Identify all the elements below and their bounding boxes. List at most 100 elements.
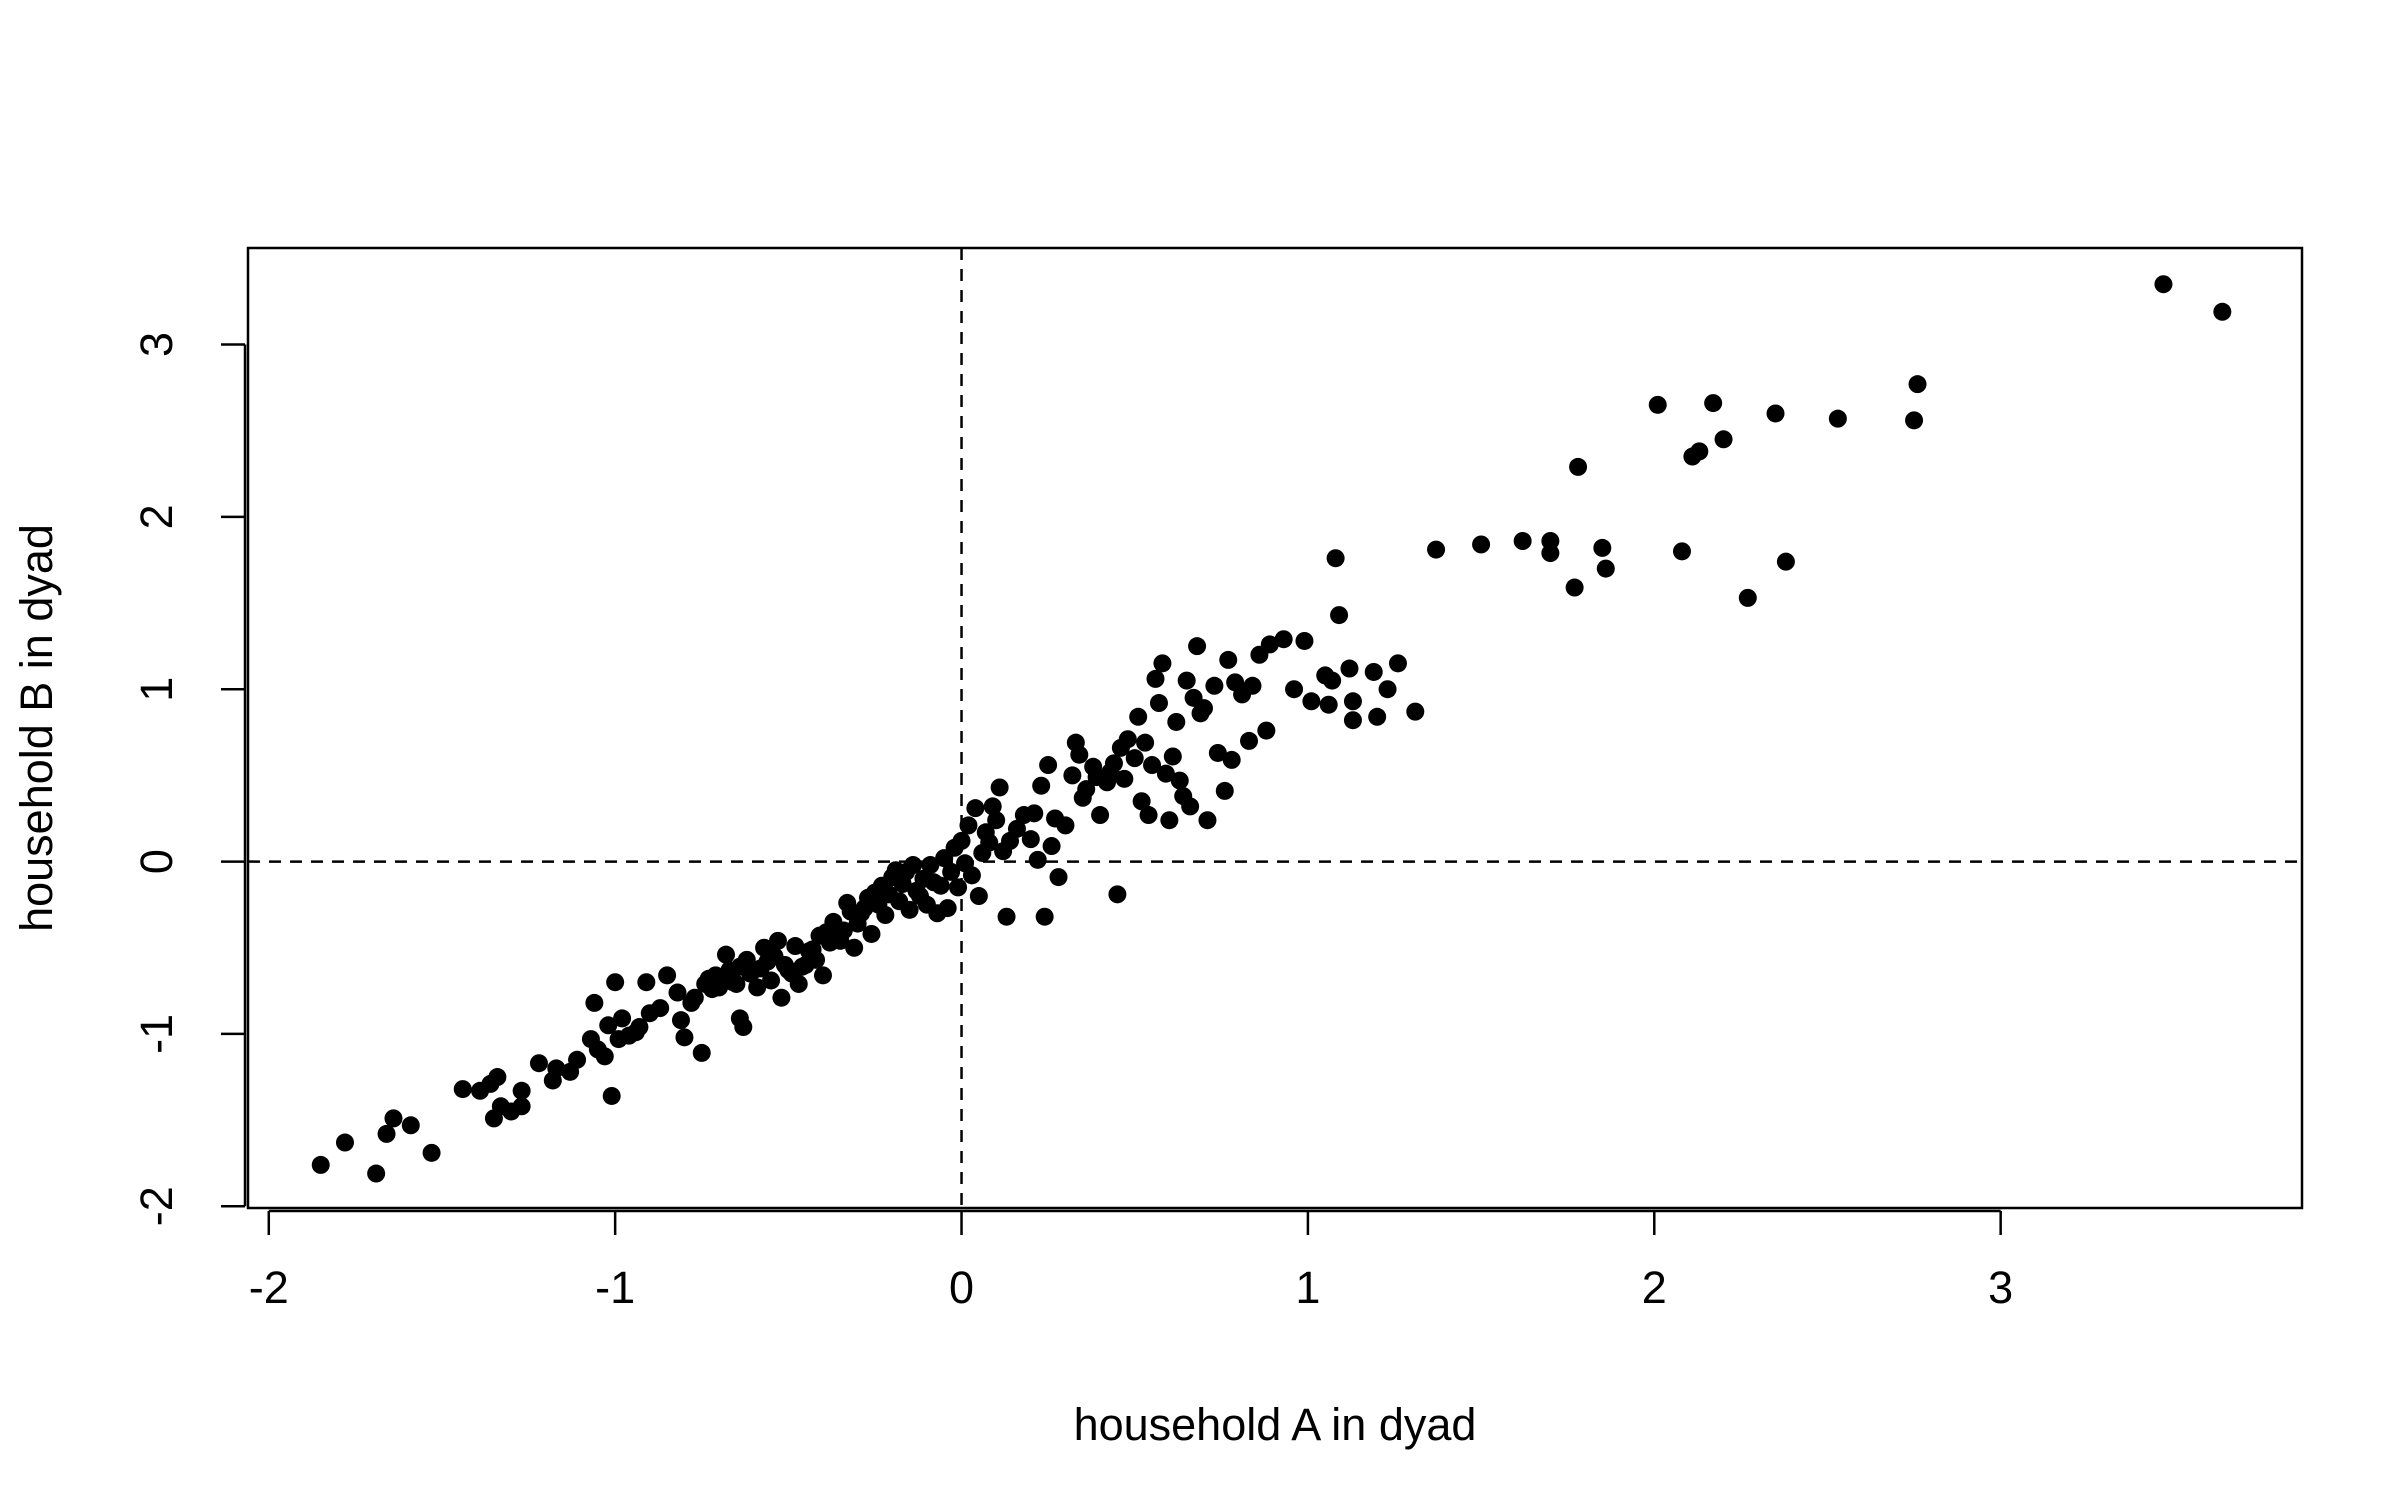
data-point	[675, 1028, 694, 1047]
data-point	[1541, 531, 1560, 550]
data-point	[1108, 885, 1127, 904]
data-point	[377, 1124, 396, 1143]
data-point	[488, 1068, 507, 1087]
data-point	[900, 900, 919, 919]
data-point	[602, 1086, 621, 1105]
data-point	[1368, 707, 1387, 726]
x-tick-label: 3	[1988, 1262, 2013, 1313]
data-point	[585, 993, 604, 1012]
data-point	[1908, 375, 1927, 394]
data-point	[772, 988, 791, 1007]
data-point	[658, 966, 677, 985]
data-point	[1326, 549, 1345, 568]
data-point	[1343, 692, 1362, 711]
data-point	[1704, 394, 1723, 413]
data-point	[512, 1097, 531, 1116]
data-point	[1160, 811, 1179, 830]
data-point	[862, 924, 881, 943]
data-point	[1143, 756, 1162, 775]
data-point	[1177, 671, 1196, 690]
data-point	[1222, 750, 1241, 769]
data-point	[1343, 711, 1362, 730]
data-point	[1115, 769, 1134, 788]
data-point	[453, 1080, 472, 1099]
data-point	[1295, 631, 1314, 650]
data-point	[685, 988, 704, 1007]
data-point	[1070, 745, 1089, 764]
data-point	[938, 899, 957, 918]
data-point	[1208, 743, 1227, 762]
data-point	[2154, 275, 2173, 294]
data-point	[1136, 733, 1155, 752]
data-point	[904, 856, 923, 875]
data-point	[384, 1109, 403, 1128]
y-tick-label: 0	[131, 849, 182, 874]
data-point	[1274, 630, 1293, 649]
data-point	[637, 973, 656, 992]
data-point	[1125, 749, 1144, 768]
data-point	[959, 816, 978, 835]
y-tick-label: 3	[131, 332, 182, 357]
data-point	[1181, 797, 1200, 816]
data-point	[969, 887, 988, 906]
data-point	[1690, 442, 1709, 461]
data-point	[762, 971, 781, 990]
x-tick-label: -1	[595, 1262, 635, 1313]
data-point	[2213, 302, 2232, 321]
data-point	[966, 799, 985, 818]
data-point	[1129, 707, 1148, 726]
data-point	[1776, 552, 1795, 571]
data-point	[980, 833, 999, 852]
data-point	[1205, 676, 1224, 695]
data-point	[716, 945, 735, 964]
x-axis-label: household A in dyad	[1074, 1399, 1477, 1450]
data-point	[949, 878, 968, 897]
data-point	[1240, 731, 1259, 750]
data-point	[990, 778, 1009, 797]
data-point	[599, 1016, 618, 1035]
data-point	[834, 921, 853, 940]
data-point	[1153, 654, 1172, 673]
data-point	[1243, 676, 1262, 695]
data-point	[512, 1081, 531, 1100]
data-point	[1714, 430, 1733, 449]
data-point	[547, 1059, 566, 1078]
data-point	[1049, 868, 1068, 887]
y-tick-label: -2	[131, 1186, 182, 1226]
data-point	[1319, 695, 1338, 714]
data-point	[1766, 404, 1785, 423]
data-point	[1091, 806, 1110, 825]
data-point	[1063, 766, 1082, 785]
data-points	[311, 275, 2232, 1183]
data-point	[630, 1018, 649, 1037]
data-point	[606, 973, 625, 992]
data-point	[668, 983, 687, 1002]
data-point	[931, 876, 950, 895]
data-point	[1118, 730, 1137, 749]
data-point	[748, 978, 767, 997]
data-point	[311, 1155, 330, 1174]
data-point	[1077, 780, 1096, 799]
data-point	[401, 1116, 420, 1135]
data-point	[1149, 694, 1168, 713]
data-point	[1167, 712, 1186, 731]
data-point	[1406, 702, 1425, 721]
data-point	[1378, 680, 1397, 699]
data-point	[671, 1011, 690, 1030]
data-point	[727, 974, 746, 993]
data-point	[813, 966, 832, 985]
data-point	[1198, 811, 1217, 830]
data-point	[1056, 816, 1075, 835]
data-point	[613, 1009, 632, 1028]
data-point	[1188, 637, 1207, 656]
data-point	[1007, 819, 1026, 838]
data-point	[529, 1054, 548, 1073]
y-tick-label: 1	[131, 677, 182, 702]
data-point	[1032, 776, 1051, 795]
data-point	[734, 1018, 753, 1037]
y-tick-label: 2	[131, 504, 182, 529]
data-point	[1302, 692, 1321, 711]
data-point	[595, 1047, 614, 1066]
data-point	[1738, 588, 1757, 607]
